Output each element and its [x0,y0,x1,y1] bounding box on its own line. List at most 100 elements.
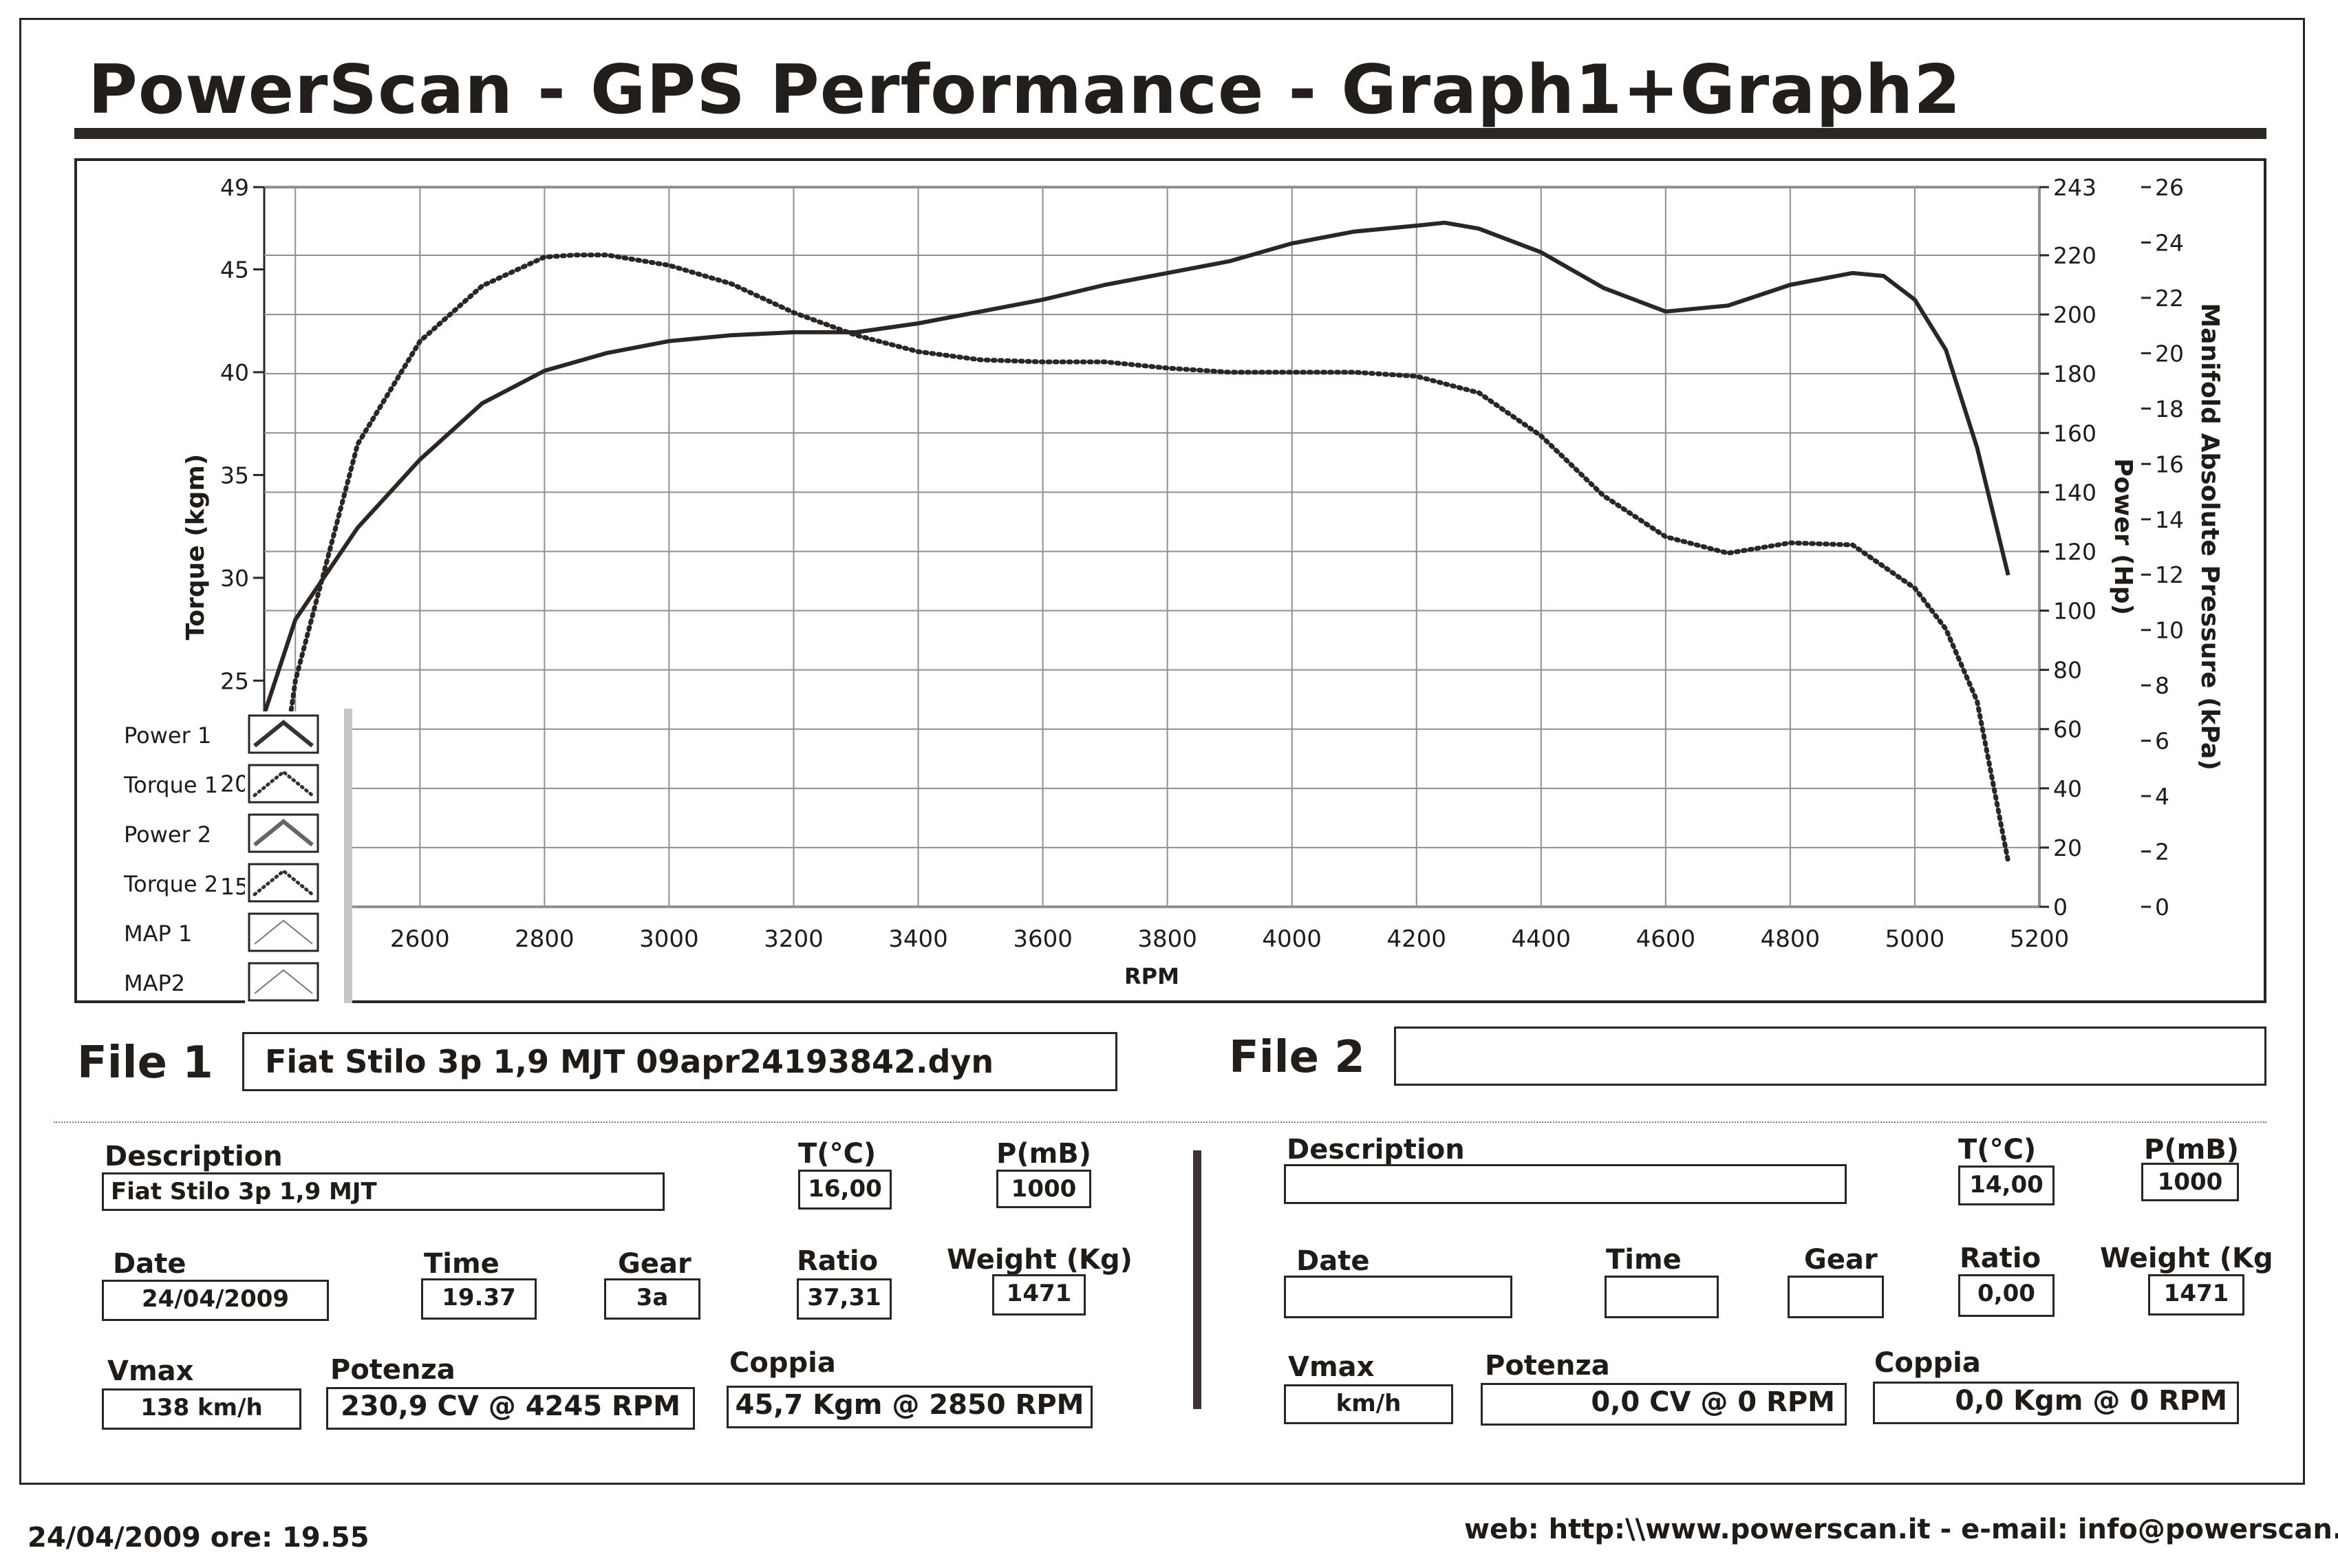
y-torque-tick-label: 40 [220,359,249,386]
panel-divider [1193,1150,1201,1409]
file1-pressure-field: 1000 [996,1170,1091,1208]
file1-vmax-label: Vmax [107,1355,194,1387]
y-torque-tick-label: 45 [220,257,249,283]
y-power-tick-label: 180 [2053,361,2096,387]
x-tick-label: 3600 [1013,925,1073,953]
y-map-tick-label: 22 [2155,285,2184,312]
y-map-tick-label: 12 [2155,561,2184,588]
file2-coppia-label: Coppia [1874,1347,1981,1379]
file2-description-label: Description [1287,1134,1465,1166]
legend-line [253,720,314,748]
file1-temp-field: 16,00 [798,1170,892,1210]
file2-potenza-field: 0,0 CV @ 0 RPM [1481,1383,1847,1426]
y-torque-axis-title: Torque (kgm) [182,454,210,641]
performance-chart: 2400260028003000320034003600380040004200… [123,174,2224,1011]
y-power-tick-label: 243 [2053,174,2096,201]
y-power-tick-label: 40 [2053,775,2082,802]
legend-line [254,919,313,945]
y-power-tick-label: 0 [2053,894,2068,921]
file2-date-label: Date [1296,1245,1370,1277]
file2-coppia-field: 0,0 Kgm @ 0 RPM [1873,1382,2239,1424]
file1-ratio-label: Ratio [797,1245,879,1277]
y-torque-tick-label: 25 [220,667,249,694]
y-map-tick-label: 20 [2155,340,2184,367]
x-tick-label: 5000 [1885,925,1945,953]
legend-line [253,769,314,797]
y-power-tick-label: 140 [2053,479,2096,506]
x-tick-label: 4800 [1761,925,1821,953]
file2-potenza-label: Potenza [1485,1350,1610,1382]
file1-description-field: Fiat Stilo 3p 1,9 MJT [102,1172,665,1211]
file1-potenza-field: 230,9 CV @ 4245 RPM [326,1387,695,1430]
file1-gear-label: Gear [618,1248,691,1280]
y-torque-tick-label: 49 [220,174,249,201]
y-torque-tick-label: 20 [220,771,249,797]
file2-pressure-label: P(mB) [2144,1134,2240,1166]
file1-potenza-label: Potenza [330,1354,455,1386]
legend-label: Torque 1 [123,772,218,798]
legend-label: Power 1 [124,722,211,749]
legend-swatch [248,863,319,903]
file1-time-label: Time [424,1248,500,1280]
file1-coppia-field: 45,7 Kgm @ 2850 RPM [727,1386,1093,1428]
file2-temp-field: 14,00 [1958,1166,2055,1205]
y-power-tick-label: 100 [2053,598,2096,625]
file1-ratio-field: 37,31 [797,1278,892,1320]
x-tick-label: 3800 [1137,925,1197,953]
series-line-power-1 [262,220,2010,716]
legend-background [245,711,347,1011]
y-torque-tick-label: 35 [220,462,249,488]
file2-weight-field: 1471 [2148,1274,2244,1315]
x-tick-label: 2600 [390,925,450,953]
file2-ratio-label: Ratio [1960,1243,2041,1274]
y-map-tick-label: 16 [2155,451,2184,477]
file2-vmax-field: km/h [1284,1384,1453,1424]
file1-label: File 1 [77,1038,213,1088]
file2-time-field [1605,1276,1719,1318]
legend-label: Power 2 [124,821,211,848]
x-tick-label: 3200 [764,925,824,953]
y-map-tick-label: 26 [2155,174,2184,201]
footer-contact: web: http:\\www.powerscan.it - e-mail: i… [1464,1514,2338,1545]
file2-filename [1394,1027,2266,1086]
y-map-tick-label: 14 [2155,506,2184,533]
x-tick-label: 4400 [1512,925,1572,953]
file2-temp-label: T(°C) [1958,1134,2037,1166]
file1-vmax-field: 138 km/h [102,1388,301,1430]
file2-label: File 2 [1229,1032,1365,1083]
y-map-tick-label: 18 [2155,396,2184,422]
file2-weight-label: Weight (Kg [2100,1243,2273,1274]
x-tick-label: 2800 [515,925,575,953]
y-power-tick-label: 80 [2053,657,2082,684]
file1-time-field: 19.37 [421,1278,537,1320]
legend-label: Torque 2 [123,871,218,897]
page-frame [19,18,2305,1485]
legend-swatch [248,912,319,952]
y-map-axis-title: Manifold Absolute Pressure (kPa) [2196,303,2224,770]
x-tick-label: 4600 [1636,925,1696,953]
file2-description-field [1284,1164,1847,1204]
legend-line [253,819,314,847]
x-tick-label: 3400 [888,925,948,953]
legend-swatch [248,764,319,804]
chart-frame [74,158,2266,1003]
y-map-tick-label: 24 [2155,229,2184,256]
legend-line [253,868,314,896]
file2-date-field [1284,1276,1512,1318]
legend-label: MAP2 [124,970,185,996]
y-power-tick-label: 60 [2053,716,2082,743]
x-tick-label: 4000 [1262,925,1322,953]
file2-pressure-field: 1000 [2141,1163,2239,1201]
y-power-axis-title: Power (Hp) [2109,458,2137,615]
file2-vmax-label: Vmax [1288,1351,1375,1383]
file2-gear-field [1788,1276,1884,1318]
file1-date-label: Date [113,1248,186,1280]
file1-weight-label: Weight (Kg) [947,1244,1133,1276]
file2-gear-label: Gear [1804,1244,1878,1276]
y-map-tick-label: 6 [2155,728,2169,755]
y-map-tick-label: 4 [2155,783,2169,810]
y-map-tick-label: 0 [2155,894,2169,921]
legend-swatch [248,962,319,1002]
page-title: PowerScan - GPS Performance - Graph1+Gra… [88,51,1962,129]
x-tick-label: 4200 [1386,925,1446,953]
